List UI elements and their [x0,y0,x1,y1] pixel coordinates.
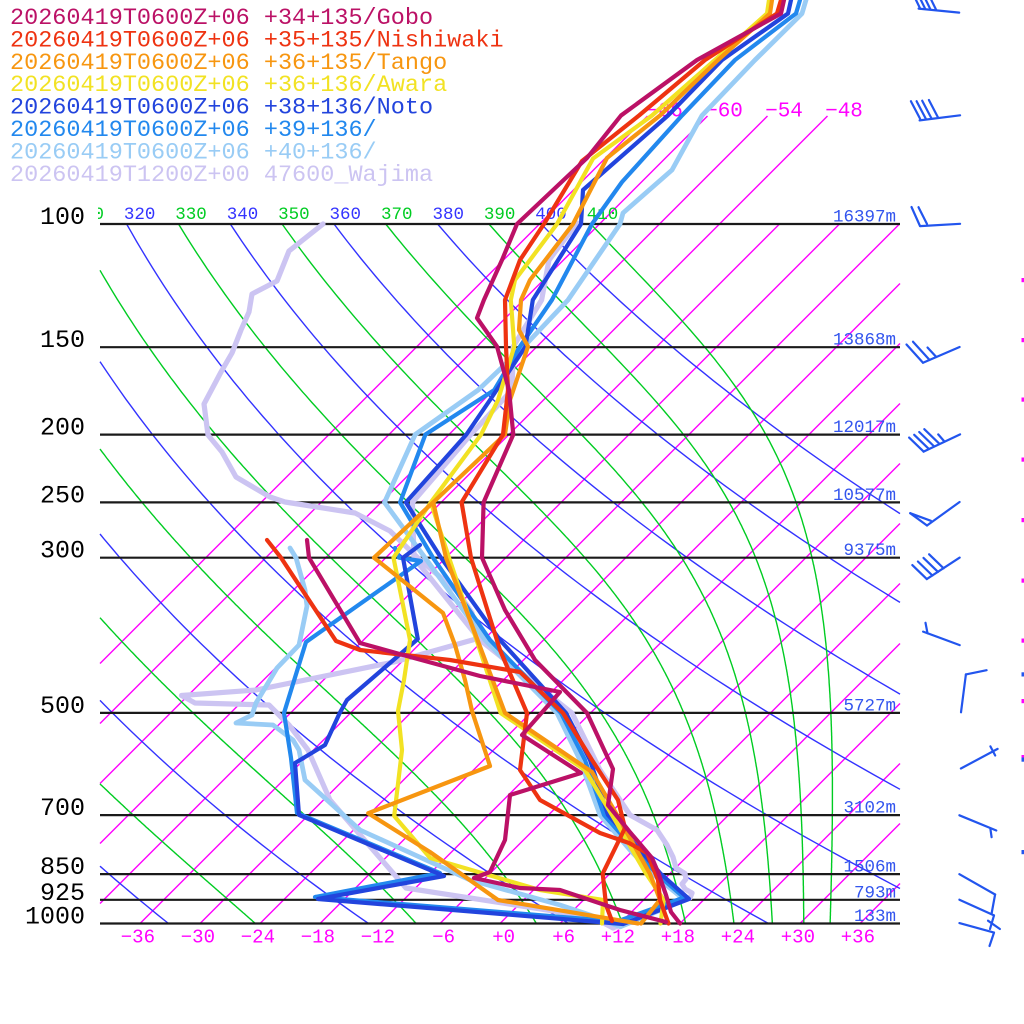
svg-text:330: 330 [175,205,207,225]
svg-text:310: 310 [72,205,104,225]
svg-text:16397m: 16397m [833,208,896,228]
svg-text:925: 925 [40,879,85,908]
svg-text:−60: −60 [705,101,743,124]
svg-text:3102m: 3102m [843,799,896,819]
svg-text:−18: −18 [301,927,335,949]
svg-text:−36: −36 [121,927,155,949]
svg-text:320: 320 [124,205,156,225]
svg-text:20260419T0600Z+06 +39+136/: 20260419T0600Z+06 +39+136/ [10,117,377,144]
svg-text:500: 500 [40,692,85,721]
svg-text:+0: +0 [492,927,515,949]
svg-text:13868m: 13868m [833,331,896,351]
svg-text:700: 700 [40,794,85,823]
svg-text:10577m: 10577m [833,486,896,506]
svg-text:850: 850 [40,853,85,882]
svg-text:+12: +12 [601,927,635,949]
svg-text:+6: +6 [552,927,575,949]
svg-text:−6: −6 [432,927,455,949]
svg-text:100: 100 [40,203,85,232]
svg-text:9375m: 9375m [843,541,896,561]
svg-text:20260419T0600Z+06 +38+136/Noto: 20260419T0600Z+06 +38+136/Noto [10,95,433,122]
svg-text:793m: 793m [854,883,896,903]
svg-text:20260419T0600Z+06 +40+136/: 20260419T0600Z+06 +40+136/ [10,139,377,166]
svg-text:−54: −54 [765,101,803,124]
svg-text:1000: 1000 [25,903,85,932]
svg-text:340: 340 [227,205,259,225]
svg-text:20260419T0600Z+06 +34+135/Gobo: 20260419T0600Z+06 +34+135/Gobo [10,5,433,32]
svg-text:5727m: 5727m [843,696,896,716]
svg-text:20260419T0600Z+06 +36+136/Awar: 20260419T0600Z+06 +36+136/Awara [10,72,447,99]
svg-text:+24: +24 [721,927,755,949]
svg-text:300: 300 [40,537,85,566]
svg-text:20260419T0600Z+06 +36+135/Tang: 20260419T0600Z+06 +36+135/Tango [10,50,447,77]
svg-text:12017m: 12017m [833,418,896,438]
svg-text:360: 360 [330,205,362,225]
svg-text:200: 200 [40,414,85,443]
svg-text:−30: −30 [181,927,215,949]
svg-text:−24: −24 [241,927,275,949]
svg-text:350: 350 [278,205,310,225]
svg-text:−48: −48 [825,101,863,124]
svg-text:1506m: 1506m [843,858,896,878]
svg-text:380: 380 [432,205,464,225]
svg-text:370: 370 [381,205,413,225]
svg-text:−12: −12 [361,927,395,949]
svg-text:250: 250 [40,481,85,510]
svg-text:390: 390 [484,205,516,225]
svg-text:133m: 133m [854,907,896,927]
svg-text:150: 150 [40,326,85,355]
svg-text:+30: +30 [781,927,815,949]
svg-text:20260419T1200Z+00 47600_Wajima: 20260419T1200Z+00 47600_Wajima [10,162,433,189]
svg-text:20260419T0600Z+06 +35+135/Nish: 20260419T0600Z+06 +35+135/Nishiwaki [10,27,504,54]
svg-text:+36: +36 [841,927,875,949]
svg-text:+18: +18 [661,927,695,949]
